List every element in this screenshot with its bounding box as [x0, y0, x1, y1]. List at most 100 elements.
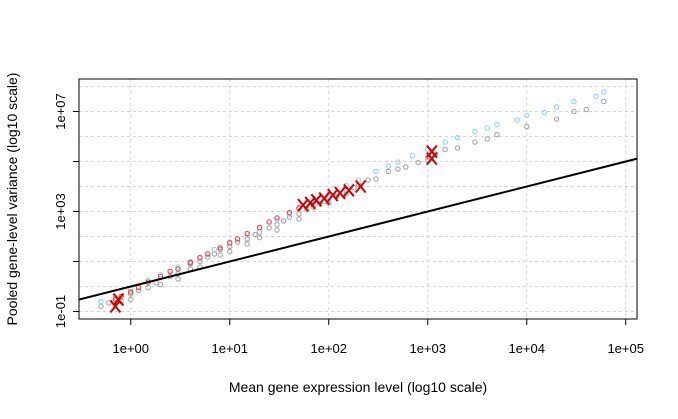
data-point	[373, 176, 379, 182]
data-point	[472, 128, 478, 135]
x-tick-label: 1e+03	[409, 341, 446, 356]
x-marker-point	[426, 144, 438, 159]
plot-frame	[78, 78, 638, 320]
data-point	[274, 221, 280, 228]
x-marker-point	[297, 198, 309, 212]
data-point	[118, 293, 124, 300]
x-marker-stroke	[426, 144, 438, 159]
x-marker-stroke	[343, 183, 355, 198]
data-point	[205, 254, 211, 260]
y-axis: 1e-01 1e+03 1e+07	[53, 93, 79, 328]
data-point	[244, 241, 250, 247]
data-point	[135, 287, 142, 294]
data-point	[514, 117, 520, 123]
data-point	[145, 284, 151, 291]
data-point	[296, 216, 302, 222]
data-point	[234, 239, 241, 245]
data-point	[385, 168, 392, 175]
data-point	[274, 227, 280, 233]
data-point	[256, 234, 263, 241]
data-point	[571, 98, 577, 105]
data-point	[227, 248, 233, 255]
data-point	[571, 108, 577, 115]
x-axis-title: Mean gene expression level (log10 scale)	[229, 379, 487, 395]
data-point	[280, 218, 287, 224]
x-tick-label: 1e+05	[607, 341, 644, 356]
x-marker-stroke	[112, 292, 125, 307]
x-marker-stroke	[297, 198, 309, 212]
data-point	[274, 217, 280, 223]
x-axis: 1e+00 1e+01 1e+02 1e+03 1e+04 1e+05	[113, 319, 644, 356]
y-tick-label: 1e-01	[53, 295, 68, 328]
x-marker-stroke	[318, 191, 330, 206]
data-point	[494, 131, 500, 138]
data-point	[256, 224, 263, 231]
data-point	[454, 145, 461, 151]
data-point	[415, 159, 421, 166]
data-point	[175, 266, 181, 272]
grid	[79, 79, 637, 319]
data-point	[187, 259, 194, 266]
data-point	[244, 236, 250, 242]
x-tick-label: 1e+00	[113, 341, 150, 356]
x-marker-stroke	[334, 186, 346, 200]
x-marker-point	[334, 186, 346, 200]
data-points	[98, 89, 607, 314]
data-point	[217, 245, 223, 251]
data-point	[553, 104, 560, 110]
data-point	[409, 153, 416, 159]
data-point	[553, 116, 560, 122]
x-marker-stroke	[109, 299, 122, 314]
data-point	[252, 231, 258, 238]
x-tick-label: 1e+02	[310, 341, 347, 356]
data-point	[175, 264, 181, 270]
y-tick-label: 1e+03	[53, 193, 68, 230]
data-point	[484, 136, 491, 142]
data-point	[593, 93, 599, 100]
x-marker-stroke	[327, 188, 339, 202]
data-point	[472, 139, 478, 145]
data-point	[217, 252, 223, 258]
x-marker-point	[343, 183, 355, 198]
data-point	[234, 236, 241, 242]
data-point	[442, 139, 448, 145]
y-axis-title: Pooled gene-level variance (log10 scale)	[4, 73, 20, 326]
data-point	[167, 268, 173, 275]
data-point	[205, 251, 211, 257]
data-point	[395, 159, 401, 165]
data-point	[211, 246, 218, 253]
data-point	[106, 300, 112, 306]
data-point	[128, 289, 134, 295]
data-point	[541, 109, 547, 116]
x-marker-stroke	[354, 179, 367, 194]
data-point	[286, 209, 293, 216]
data-point	[274, 215, 280, 221]
data-point	[135, 284, 142, 291]
data-point	[266, 225, 272, 231]
data-point	[343, 191, 349, 197]
data-point	[296, 211, 302, 217]
data-point	[454, 134, 461, 141]
data-point	[211, 251, 218, 257]
data-point	[227, 240, 233, 246]
data-point	[316, 201, 322, 207]
x-tick-label: 1e+01	[211, 341, 248, 356]
x-marker-point	[318, 191, 330, 206]
data-point	[128, 296, 134, 303]
data-point	[244, 230, 250, 237]
data-point	[403, 164, 409, 170]
data-point	[524, 112, 530, 119]
y-tick-label: 1e+07	[53, 93, 68, 130]
data-point	[175, 276, 181, 282]
data-point	[217, 246, 223, 253]
data-point	[583, 106, 590, 113]
data-point	[524, 123, 530, 130]
data-point	[494, 121, 500, 128]
poisson-line	[78, 157, 638, 301]
data-point	[601, 89, 607, 95]
x-marker-stroke	[310, 193, 323, 207]
data-point	[373, 168, 379, 175]
x-marker-point	[109, 299, 122, 314]
data-point	[442, 146, 448, 153]
